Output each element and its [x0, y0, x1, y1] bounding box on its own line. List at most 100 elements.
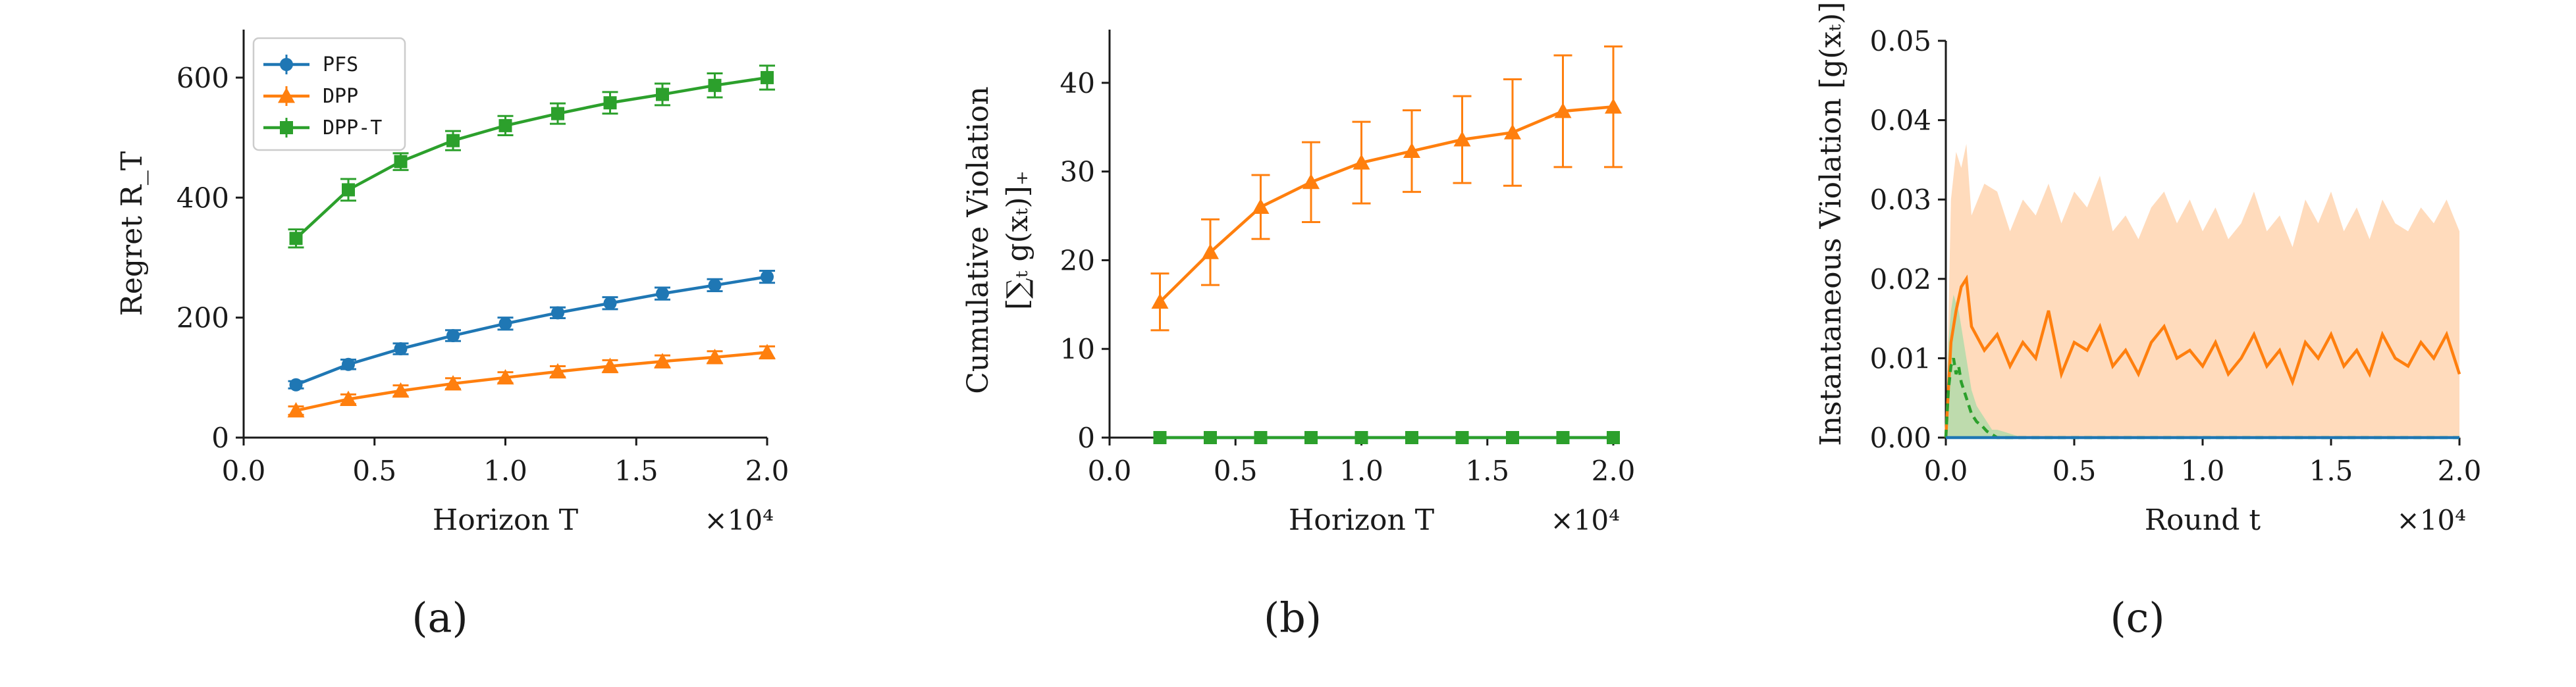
data-point-dpp — [496, 369, 514, 385]
data-point-dpp — [1453, 131, 1471, 147]
data-point-dpp-t — [551, 107, 564, 120]
data-point-dpp — [392, 382, 410, 398]
data-point-pfs — [708, 278, 722, 292]
data-point-dpp-t — [1355, 431, 1368, 444]
data-point-pfs — [394, 342, 408, 356]
x-tick-label: 1.5 — [614, 455, 658, 487]
data-point-dpp — [654, 353, 671, 369]
series-line-dpp — [1158, 105, 1614, 303]
band-dpp — [1946, 143, 2459, 438]
data-point-pfs — [551, 306, 564, 320]
panel-b: 0.0 0.5 1.0 1.5 2.0 0 10 20 30 40 ×10⁴ Horizon T Cum… — [961, 30, 1635, 642]
y-tick-label: 0 — [211, 422, 229, 454]
legend-marker — [278, 88, 295, 103]
y-tick-label: 30 — [1060, 156, 1095, 188]
x-tick-label: 0.0 — [222, 455, 266, 487]
data-point-dpp — [340, 390, 357, 407]
panel-caption-a: (a) — [412, 594, 468, 642]
x-tick-label: 0.5 — [2053, 455, 2097, 487]
y-axis-label: Instantaneous Violation [g(xₜ)]₊ — [1814, 0, 1848, 446]
legend-marker — [280, 58, 293, 71]
data-point-dpp-t — [761, 70, 774, 84]
data-point-dpp-t — [708, 78, 722, 92]
series-line-dpp-t — [294, 76, 768, 240]
x-tick-label: 0.0 — [1924, 455, 1968, 487]
data-point-dpp — [601, 357, 619, 373]
y-tick-label: 0.00 — [1869, 422, 1931, 454]
y-tick-label: 0.05 — [1869, 25, 1931, 57]
panel-caption-b: (b) — [1264, 594, 1322, 642]
data-point-dpp-t — [289, 232, 303, 245]
data-point-pfs — [498, 317, 512, 330]
data-point-pfs — [761, 270, 774, 284]
y-tick-label: 40 — [1060, 67, 1095, 99]
series-line-dpp — [1944, 274, 2461, 438]
y-tick-label: 0 — [1077, 422, 1095, 454]
data-point-dpp-t — [1556, 431, 1570, 444]
x-tick-label: 0.0 — [1088, 455, 1132, 487]
data-point-dpp — [706, 348, 724, 365]
data-point-pfs — [446, 329, 460, 342]
x-offset-label: ×10⁴ — [1551, 504, 1620, 536]
data-point-dpp-t — [1455, 431, 1469, 444]
x-offset-label: ×10⁴ — [2397, 504, 2466, 536]
data-point-dpp — [549, 363, 566, 379]
y-tick-label: 0.01 — [1869, 342, 1931, 374]
legend-entry-dpp: DPP — [323, 85, 358, 108]
data-point-dpp — [1353, 154, 1370, 170]
x-tick-label: 1.5 — [2309, 455, 2353, 487]
x-tick-label: 1.0 — [483, 455, 527, 487]
data-point-dpp-t — [656, 88, 669, 101]
x-tick-label: 2.0 — [2438, 455, 2482, 487]
data-point-dpp-t — [1607, 431, 1620, 444]
data-point-pfs — [342, 357, 355, 371]
data-point-dpp-t — [394, 155, 408, 168]
legend-marker — [280, 121, 293, 134]
y-axis-label-line1: Cumulative Violation — [961, 86, 995, 394]
x-offset-label: ×10⁴ — [705, 504, 774, 536]
data-point-dpp — [1151, 293, 1169, 309]
x-axis-label: Round t — [2145, 503, 2261, 537]
x-tick-label: 1.5 — [1465, 455, 1509, 487]
data-point-dpp — [1605, 98, 1622, 114]
legend-entry-pfs: PFS — [323, 53, 358, 76]
data-point-dpp — [287, 401, 305, 418]
legend: PFS DPP DPP-T — [252, 37, 406, 151]
y-tick-label: 20 — [1060, 244, 1095, 276]
legend-entry-dpp-t: DPP-T — [323, 116, 382, 140]
data-point-dpp-t — [1153, 431, 1167, 444]
data-point-pfs — [289, 378, 303, 392]
data-point-dpp — [444, 374, 462, 391]
data-point-dpp-t — [342, 183, 355, 197]
data-point-dpp — [1403, 142, 1420, 159]
y-axis-label: Regret R_T — [115, 151, 149, 317]
panel-c: 0.0 0.5 1.0 1.5 2.0 0.00 0.01 0.02 0.03 0.04 0.05 ×… — [1814, 0, 2481, 642]
data-point-dpp — [1302, 173, 1320, 190]
data-point-dpp-t — [1204, 431, 1217, 444]
series-line-pfs — [295, 275, 768, 386]
panel-caption-c: (c) — [2110, 594, 2164, 642]
y-tick-label: 0.03 — [1869, 184, 1931, 216]
x-tick-label: 1.0 — [2181, 455, 2225, 487]
data-point-dpp-t — [446, 134, 460, 147]
y-tick-label: 200 — [176, 302, 229, 334]
y-tick-label: 400 — [176, 182, 229, 214]
data-point-dpp — [1202, 243, 1219, 259]
data-point-pfs — [656, 287, 669, 301]
data-point-dpp-t — [1254, 431, 1268, 444]
data-point-dpp — [1504, 124, 1521, 140]
data-point-dpp — [1252, 198, 1270, 214]
data-point-dpp-t — [1506, 431, 1519, 444]
x-tick-label: 0.5 — [1214, 455, 1258, 487]
y-tick-label: 600 — [176, 62, 229, 94]
data-point-dpp-t — [603, 96, 617, 110]
data-point-dpp — [1554, 103, 1572, 118]
y-tick-label: 0.04 — [1869, 105, 1931, 137]
x-axis-label: Horizon T — [433, 503, 578, 537]
data-point-dpp — [759, 344, 776, 359]
x-axis-label: Horizon T — [1289, 503, 1434, 537]
data-point-pfs — [603, 296, 617, 310]
series-line-dpp — [296, 351, 768, 413]
x-tick-label: 0.5 — [352, 455, 396, 487]
